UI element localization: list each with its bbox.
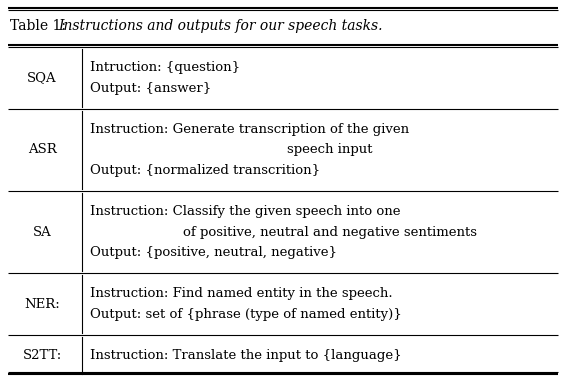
Text: speech input: speech input	[287, 143, 373, 156]
Text: Instructions and outputs for our speech tasks.: Instructions and outputs for our speech …	[59, 19, 383, 34]
Text: Instruction: Classify the given speech into one: Instruction: Classify the given speech i…	[90, 205, 400, 218]
Text: Output: set of {phrase (type of named entity)}: Output: set of {phrase (type of named en…	[90, 308, 402, 321]
Text: ASR: ASR	[28, 143, 56, 156]
Text: Output: {normalized transcrition}: Output: {normalized transcrition}	[90, 164, 320, 177]
Text: Output: {positive, neutral, negative}: Output: {positive, neutral, negative}	[90, 246, 337, 259]
Text: Table 1:: Table 1:	[10, 19, 70, 34]
Text: Instruction: Find named entity in the speech.: Instruction: Find named entity in the sp…	[90, 287, 393, 300]
Text: Intruction: {question}: Intruction: {question}	[90, 61, 240, 74]
Text: SA: SA	[33, 226, 51, 239]
Text: NER:: NER:	[24, 298, 60, 311]
Text: Instruction: Generate transcription of the given: Instruction: Generate transcription of t…	[90, 123, 409, 136]
Text: Output: {answer}: Output: {answer}	[90, 82, 212, 95]
Text: Instruction: Translate the input to {language}: Instruction: Translate the input to {lan…	[90, 349, 402, 362]
Text: S2TT:: S2TT:	[23, 349, 61, 362]
Text: of positive, neutral and negative sentiments: of positive, neutral and negative sentim…	[183, 226, 477, 239]
Text: SQA: SQA	[27, 71, 57, 84]
